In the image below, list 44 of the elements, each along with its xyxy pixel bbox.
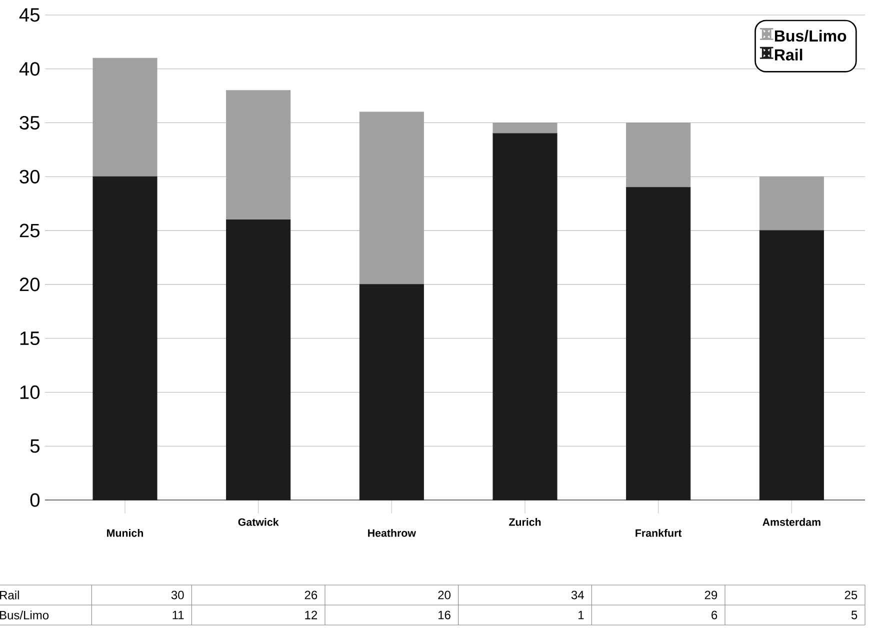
- data-label: 5: [851, 610, 858, 620]
- legend-label: Rail: [774, 48, 802, 61]
- bar: [92, 58, 158, 177]
- bar: [626, 122, 691, 188]
- bar: [492, 133, 558, 500]
- data-label: 26: [304, 590, 318, 600]
- y-tick-label: 25: [20, 224, 40, 238]
- bar: [492, 122, 558, 134]
- bar: [359, 284, 424, 500]
- data-label: 20: [438, 590, 450, 600]
- y-tick-label: 20: [20, 278, 40, 292]
- text: Rail: [0, 590, 19, 600]
- data-label: 30: [171, 590, 184, 600]
- data-label: 29: [704, 590, 718, 600]
- text: Bus/Limo: [0, 610, 49, 620]
- data-label: 11: [172, 610, 184, 620]
- data-label: 1: [578, 610, 584, 620]
- bar: [626, 187, 691, 500]
- y-tick-label: 5: [30, 439, 40, 453]
- x-tick-label: Gatwick: [238, 518, 279, 526]
- x-tick-label: Heathrow: [368, 528, 416, 537]
- bar: [226, 220, 291, 500]
- y-tick-label: 0: [30, 493, 40, 507]
- y-tick-label: 10: [20, 385, 40, 400]
- x-tick-label: Munich: [107, 528, 144, 537]
- x-tick-label: Frankfurt: [636, 528, 682, 537]
- data-label: 6: [712, 610, 718, 620]
- x-tick-label: Zurich: [509, 518, 541, 526]
- data-label: 25: [844, 590, 858, 600]
- bar: [759, 176, 824, 231]
- bar: [759, 230, 824, 500]
- y-tick-label: 40: [19, 62, 40, 76]
- bar: [359, 112, 424, 285]
- y-tick-label: 15: [20, 332, 40, 346]
- y-tick-label: 30: [20, 170, 40, 184]
- bar: [92, 176, 158, 500]
- bar: [226, 90, 291, 220]
- y-tick-label: 45: [19, 8, 40, 22]
- legend-label: Bus/Limo: [774, 30, 846, 42]
- data-label: 16: [438, 610, 450, 620]
- x-tick-label: Amsterdam: [762, 518, 820, 526]
- data-label: 12: [305, 610, 318, 620]
- y-tick-label: 35: [20, 116, 40, 130]
- data-label: 34: [571, 590, 584, 600]
